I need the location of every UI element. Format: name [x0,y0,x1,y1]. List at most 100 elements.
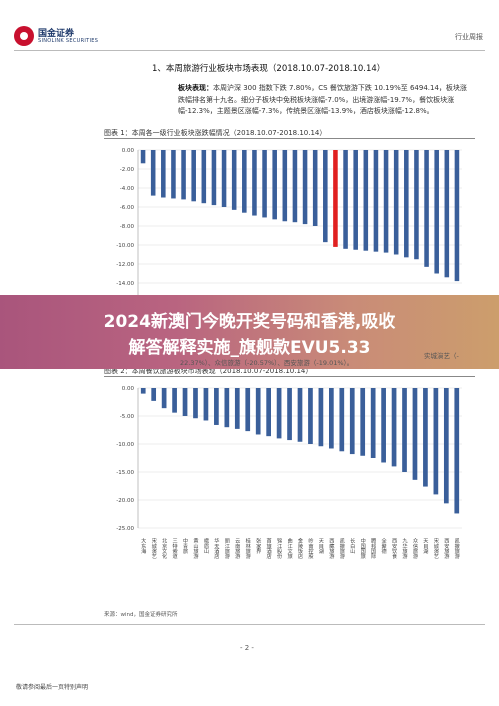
chart-bar [383,150,389,253]
y-tick-label: -25.00 [116,526,134,532]
disclaimer: 敬请参阅最后一页特别声明 [16,684,89,691]
x-category-label: 北京文化 [161,537,167,561]
brand-name: 国金证券 [38,29,75,39]
chart-bar [266,388,271,437]
x-category-label: 丽江旅游 [224,538,230,561]
chart-bar [161,388,167,409]
chart-bar [370,388,376,458]
chart-bar [181,150,186,200]
paragraph-lead: 板块表现： [178,84,213,92]
chart-bar [262,150,267,218]
chart-bar [150,150,156,196]
y-tick-label: -10.00 [116,243,134,249]
chart-bar [323,150,328,243]
chart-bar [381,388,386,463]
chart-bar [193,388,198,419]
section-paragraph: 板块表现：本周沪深 300 指数下跌 7.80%，CS 餐饮旅游下跌 10.19… [178,83,468,118]
chart-bar [292,150,298,223]
y-tick-label: -10.00 [116,442,134,448]
chart-bar [423,388,428,487]
banner-line-1: 2024新澳门今晚开奖号码和香港,吸收 [103,312,396,332]
y-tick-label: -15.00 [116,470,134,476]
y-tick-label: -20.00 [116,498,134,504]
header-divider [14,50,485,51]
chart-bar [308,388,313,444]
report-type: 行业周报 [455,33,483,41]
x-category-label: 宋城演艺 [150,537,156,560]
chart-bar [393,150,399,255]
brand-name-en: SINOLINK SECURITIES [38,38,99,44]
y-tick-label: -2.00 [120,167,135,173]
partial-text-right: 实城演艺（- [424,352,459,360]
chart-bar [433,388,439,495]
x-category-label: 西藏旅游 [328,538,334,561]
chart-bar [255,388,261,435]
x-category-label: 凯撒旅游 [453,537,459,561]
chart-bar [140,388,146,394]
x-category-label: 九华旅游 [401,537,407,561]
x-category-label: 峨眉山 [203,537,209,555]
x-category-label: 中国国旅 [360,537,366,561]
x-category-label: 金陵饭店 [297,537,303,561]
chart-bar [339,388,345,452]
x-category-label: 云南旅游 [234,538,240,561]
chart-bar [318,388,324,447]
section-title: 1、本周旅游行业板块市场表现（2018.10.07-2018.10.14） [152,64,386,74]
chart-bar [424,150,429,267]
x-category-label: 桂林旅游 [244,537,250,561]
chart-bar [287,388,292,441]
y-tick-label: -14.00 [116,281,134,287]
chart-bar [161,150,166,198]
x-category-label: 西安饮食 [391,538,397,561]
chart-bar [272,150,277,220]
banner-line-2: 解答解释实施_旗舰款EVU5.33 [128,338,371,358]
chart-bar [349,388,355,455]
x-category-label: 华天酒店 [213,537,219,561]
chart-bar [203,388,209,421]
x-category-label: 全聚德 [380,537,386,555]
chart-bar [333,150,338,247]
chart-bar [224,388,230,428]
chart-bar [363,150,369,251]
chart-bar [276,388,282,439]
paragraph-body: 本周沪深 300 指数下跌 7.80%，CS 餐饮旅游下跌 10.19%至 64… [178,84,467,116]
chart-bar [171,150,176,199]
x-category-label: 西安旅游 [443,538,449,561]
chart-bar [234,388,240,429]
figure-source: 来源：wind，国金证券研究所 [104,612,178,618]
y-tick-label: -6.00 [120,205,135,211]
y-tick-label: -12.00 [116,262,134,268]
x-category-label: 天目湖 [422,538,428,555]
chart-bar [302,150,308,225]
x-category-label: 宋城演艺 [432,537,438,560]
chart-bar [191,150,196,202]
x-category-label: 天目湖 [318,538,324,555]
y-tick-label: 0.00 [122,386,135,392]
chart-bar [245,388,251,432]
chart-bar [214,388,219,425]
chart-bar [252,150,257,216]
chart-bar [402,388,407,472]
chart-bar [329,388,334,449]
chart-bar [412,388,418,480]
x-category-label: 首旅酒店 [266,537,272,561]
chart-bar [312,150,318,226]
brand-logo-icon [14,26,34,46]
y-tick-label: -5.00 [120,414,135,420]
chart-bar [151,388,157,401]
x-category-label: 长白山 [349,537,355,555]
chart-bar [211,150,217,206]
chart-bar [454,388,460,514]
chart-bar [360,388,366,456]
chart-bar [454,150,460,282]
x-category-label: 岭南控股 [307,537,313,561]
partial-text-row: 22.37%）、众信旅游（-20.57%）、西安旅游（-19.01%）。 [180,359,354,367]
chart-bar [414,150,419,260]
figure2-divider [104,376,475,377]
banner-headline: 2024新澳门今晚开奖号码和香港,吸收 解答解释实施_旗舰款EVU5.33 [0,309,499,361]
chart-bar [353,150,358,250]
chart-bar [201,150,207,204]
x-category-label: 大东海 [140,537,146,555]
figure1-chart: 0.00 -2.00 -4.00 -6.00 -8.00 -10.00 -12.00 -14.… [116,148,462,306]
